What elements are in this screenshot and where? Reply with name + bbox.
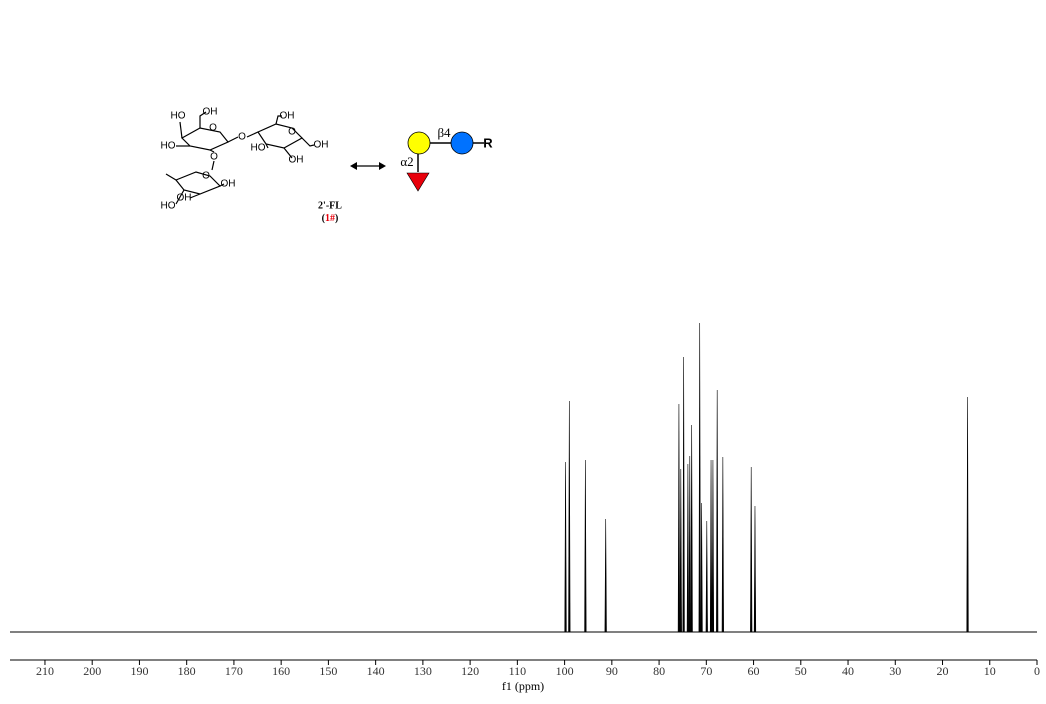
x-tick-label: 150 <box>319 664 337 678</box>
peak <box>568 400 571 633</box>
paren: ) <box>335 213 338 224</box>
x-tick-label: 120 <box>461 664 479 678</box>
x-tick-label: 190 <box>130 664 148 678</box>
peak <box>686 463 689 633</box>
atom-label: OH <box>280 111 295 122</box>
x-tick-label: 60 <box>748 664 760 678</box>
glycan-symbol <box>406 131 484 192</box>
peak <box>721 456 724 633</box>
x-tick-label: 10 <box>984 664 996 678</box>
x-tick-label: 100 <box>556 664 574 678</box>
x-tick-label: 90 <box>606 664 618 678</box>
x-tick-label: 110 <box>509 664 527 678</box>
x-tick-label: 80 <box>653 664 665 678</box>
peak <box>750 466 753 633</box>
compound-id: 1# <box>325 213 335 224</box>
atom-label: OH <box>177 193 192 204</box>
paren: ( <box>322 213 326 224</box>
peak <box>753 505 757 633</box>
aglycone-label: R <box>483 135 493 150</box>
x-tick-label: 20 <box>937 664 949 678</box>
x-tick-label: 70 <box>700 664 712 678</box>
peak <box>604 518 607 633</box>
atom-label: OH <box>289 155 304 166</box>
peak <box>688 455 691 633</box>
atom-label: O <box>202 171 210 182</box>
compound-label: (1#) <box>322 213 339 224</box>
double-arrow <box>350 162 386 170</box>
atom-label: O <box>210 152 218 163</box>
x-tick-label: 50 <box>795 664 807 678</box>
atom-label: O <box>288 127 296 138</box>
peak <box>679 468 682 633</box>
peak <box>709 459 713 633</box>
peak <box>698 322 701 633</box>
x-tick-label: 160 <box>272 664 290 678</box>
structure-skeleton <box>165 111 315 205</box>
x-tick-label: 180 <box>178 664 196 678</box>
atom-label: OH <box>314 140 329 151</box>
atom-label: O <box>238 132 246 143</box>
atom-label: OH <box>221 179 236 190</box>
peak <box>682 356 685 633</box>
atom-label: HO <box>171 111 186 122</box>
x-tick-label: 30 <box>889 664 901 678</box>
x-tick-label: 140 <box>367 664 385 678</box>
peak <box>677 403 681 633</box>
x-tick-label: 0 <box>1034 664 1040 678</box>
peak <box>700 502 703 633</box>
peak <box>564 461 567 633</box>
peak <box>711 459 715 633</box>
x-tick-label: 200 <box>83 664 101 678</box>
x-tick-label: 210 <box>36 664 54 678</box>
fucose <box>406 172 430 192</box>
atom-label: HO <box>161 141 176 152</box>
linkage-label: β4 <box>437 125 451 140</box>
linkage-label: α2 <box>400 154 413 169</box>
compound-name: 2'-FL <box>318 200 342 211</box>
peak <box>705 520 708 633</box>
x-tick-label: 130 <box>414 664 432 678</box>
peak <box>584 459 587 633</box>
peak <box>716 389 719 633</box>
atom-label: OH <box>203 107 218 118</box>
atom-label: HO <box>161 201 176 212</box>
x-tick-label: 170 <box>225 664 243 678</box>
atom-label: O <box>209 123 217 134</box>
x-axis-label: f1 (ppm) <box>502 679 544 693</box>
atom-label: HO <box>251 143 266 154</box>
peak <box>690 424 693 633</box>
glucose <box>450 131 474 155</box>
galactose <box>407 131 431 155</box>
x-tick-label: 40 <box>842 664 854 678</box>
peak <box>966 396 969 633</box>
